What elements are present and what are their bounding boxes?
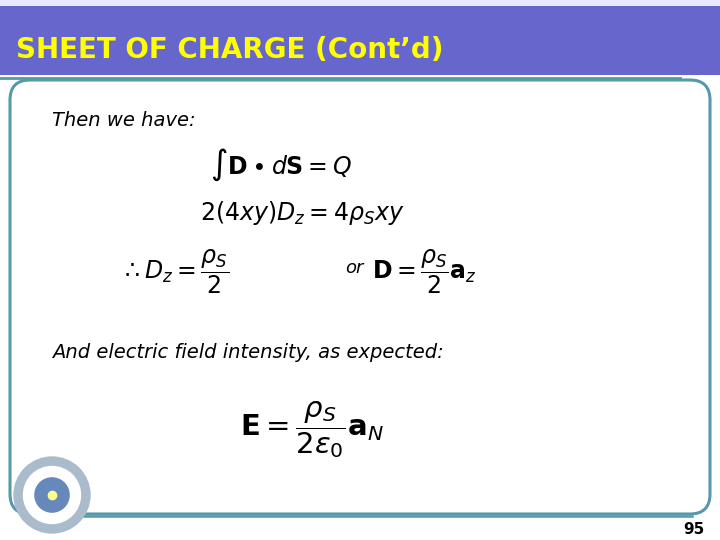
FancyBboxPatch shape bbox=[10, 80, 710, 514]
Circle shape bbox=[35, 478, 69, 512]
Circle shape bbox=[24, 467, 81, 523]
Bar bbox=[0, 0, 720, 6]
Text: $2(4xy)D_z = 4\rho_S xy$: $2(4xy)D_z = 4\rho_S xy$ bbox=[200, 199, 405, 227]
Bar bbox=[0, 0, 720, 75]
Text: or: or bbox=[345, 259, 364, 277]
Text: 95: 95 bbox=[684, 523, 705, 537]
Text: $\mathbf{E} = \dfrac{\rho_S}{2\varepsilon_0}\mathbf{a}_N$: $\mathbf{E} = \dfrac{\rho_S}{2\varepsilo… bbox=[240, 400, 384, 461]
Circle shape bbox=[14, 457, 90, 533]
Text: Then we have:: Then we have: bbox=[52, 111, 196, 130]
Text: SHEET OF CHARGE (Cont’d): SHEET OF CHARGE (Cont’d) bbox=[16, 36, 444, 64]
Text: $\therefore D_z = \dfrac{\rho_S}{2}$: $\therefore D_z = \dfrac{\rho_S}{2}$ bbox=[120, 248, 229, 296]
Text: $\mathbf{D} = \dfrac{\rho_S}{2}\mathbf{a}_z$: $\mathbf{D} = \dfrac{\rho_S}{2}\mathbf{a… bbox=[372, 248, 477, 296]
Text: And electric field intensity, as expected:: And electric field intensity, as expecte… bbox=[52, 342, 444, 361]
Text: $\int\mathbf{D}\bullet d\mathbf{S} = Q$: $\int\mathbf{D}\bullet d\mathbf{S} = Q$ bbox=[210, 147, 351, 183]
